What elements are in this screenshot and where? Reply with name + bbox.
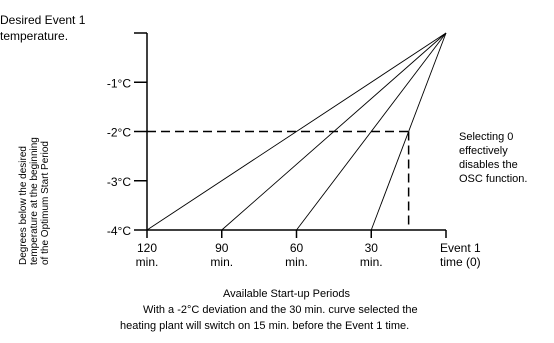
x-tick-value: 120 <box>137 241 157 255</box>
right-note-line-1: Selecting 0 <box>459 131 513 143</box>
right-note-line-3: disables the <box>459 159 518 171</box>
right-note-line-2: effectively <box>459 145 508 157</box>
y-axis-title-line-2: temperature at the beginning <box>29 137 40 265</box>
right-note-line-4: OSC function. <box>459 173 527 185</box>
x-tick-unit: time (0) <box>440 255 481 269</box>
x-tick-value: Event 1 <box>440 241 481 255</box>
caption-line-2: heating plant will switch on 15 min. bef… <box>120 320 409 332</box>
x-tick-unit: min. <box>285 255 308 269</box>
x-tick-unit: min. <box>360 255 383 269</box>
y-tick-label: -2°C <box>107 126 131 140</box>
y-tick-label: -4°C <box>107 224 131 238</box>
y-axis-title: Degrees below the desired temperature at… <box>18 137 51 265</box>
curve-120-min <box>146 32 447 231</box>
desired-temp-label-line-2: temperature. <box>0 29 68 43</box>
y-tick-label: -1°C <box>107 76 131 90</box>
y-ticks: -1°C -2°C -3°C -4°C <box>107 76 147 238</box>
x-tick-unit: min. <box>136 255 159 269</box>
y-axis-title-line-1: Degrees below the desired <box>18 146 29 265</box>
y-tick-label: -3°C <box>107 175 131 189</box>
x-tick-value: 60 <box>290 241 304 255</box>
highlight-guides <box>147 130 410 230</box>
x-tick-unit: min. <box>210 255 233 269</box>
y-axis-title-line-3: of the Optimum Start Period <box>40 141 51 265</box>
x-tick-value: 90 <box>215 241 229 255</box>
caption-line-1: With a -2°C deviation and the 30 min. cu… <box>143 304 418 316</box>
x-axis-title: Available Start-up Periods <box>223 288 350 300</box>
desired-temp-label-line-1: Desired Event 1 <box>0 13 86 27</box>
x-tick-value: 30 <box>365 241 379 255</box>
